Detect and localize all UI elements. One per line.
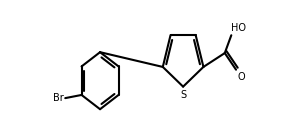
Text: Br: Br (53, 93, 64, 103)
Text: HO: HO (231, 23, 246, 33)
Text: O: O (237, 72, 245, 82)
Text: S: S (180, 90, 186, 100)
